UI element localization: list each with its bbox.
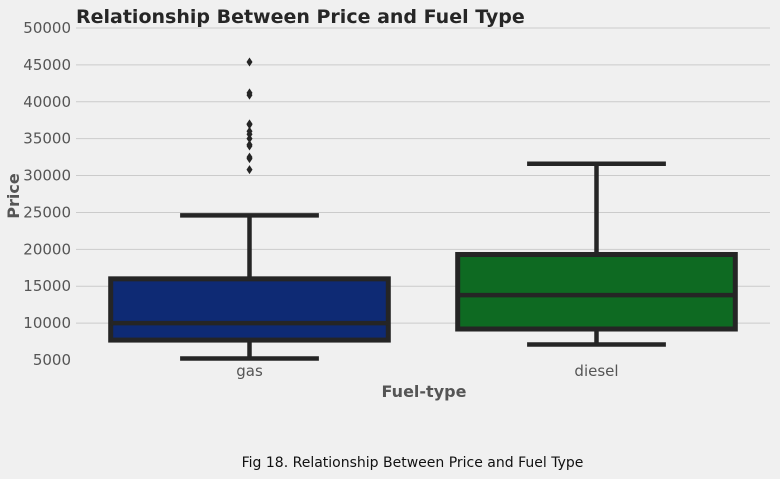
figure-caption: Fig 18. Relationship Between Price and F… [241, 455, 584, 471]
chart-title: Relationship Between Price and Fuel Type [76, 6, 525, 28]
outlier-point [246, 57, 253, 67]
boxes [108, 57, 738, 361]
y-axis-label: Price [4, 173, 23, 219]
box-diesel [455, 161, 738, 347]
outlier-point [246, 140, 253, 150]
y-tick-label: 15000 [23, 277, 71, 295]
y-tick-label: 5000 [33, 351, 71, 369]
y-tick-label: 25000 [23, 203, 71, 221]
iqr-box [455, 251, 738, 332]
outlier-point [246, 88, 253, 98]
y-tick-labels: 5000 10000 15000 20000 25000 30000 35000 40000 4… [23, 19, 71, 369]
y-tick-label: 30000 [23, 167, 71, 185]
x-tick-label: gas [236, 362, 263, 380]
y-tick-label: 45000 [23, 56, 71, 74]
y-tick-label: 35000 [23, 130, 71, 148]
box-gas [108, 57, 391, 361]
y-tick-label: 10000 [23, 314, 71, 332]
outlier-point [246, 119, 253, 129]
x-tick-labels: gas diesel [236, 362, 618, 380]
x-axis-label: Fuel-type [382, 382, 467, 401]
outlier-point [246, 126, 253, 136]
outlier-point [246, 165, 253, 175]
y-tick-label: 40000 [23, 93, 71, 111]
y-tick-label: 50000 [23, 19, 71, 37]
iqr-box [108, 276, 391, 343]
outlier-point [246, 152, 253, 162]
x-tick-label: diesel [574, 362, 618, 380]
y-tick-label: 20000 [23, 240, 71, 258]
